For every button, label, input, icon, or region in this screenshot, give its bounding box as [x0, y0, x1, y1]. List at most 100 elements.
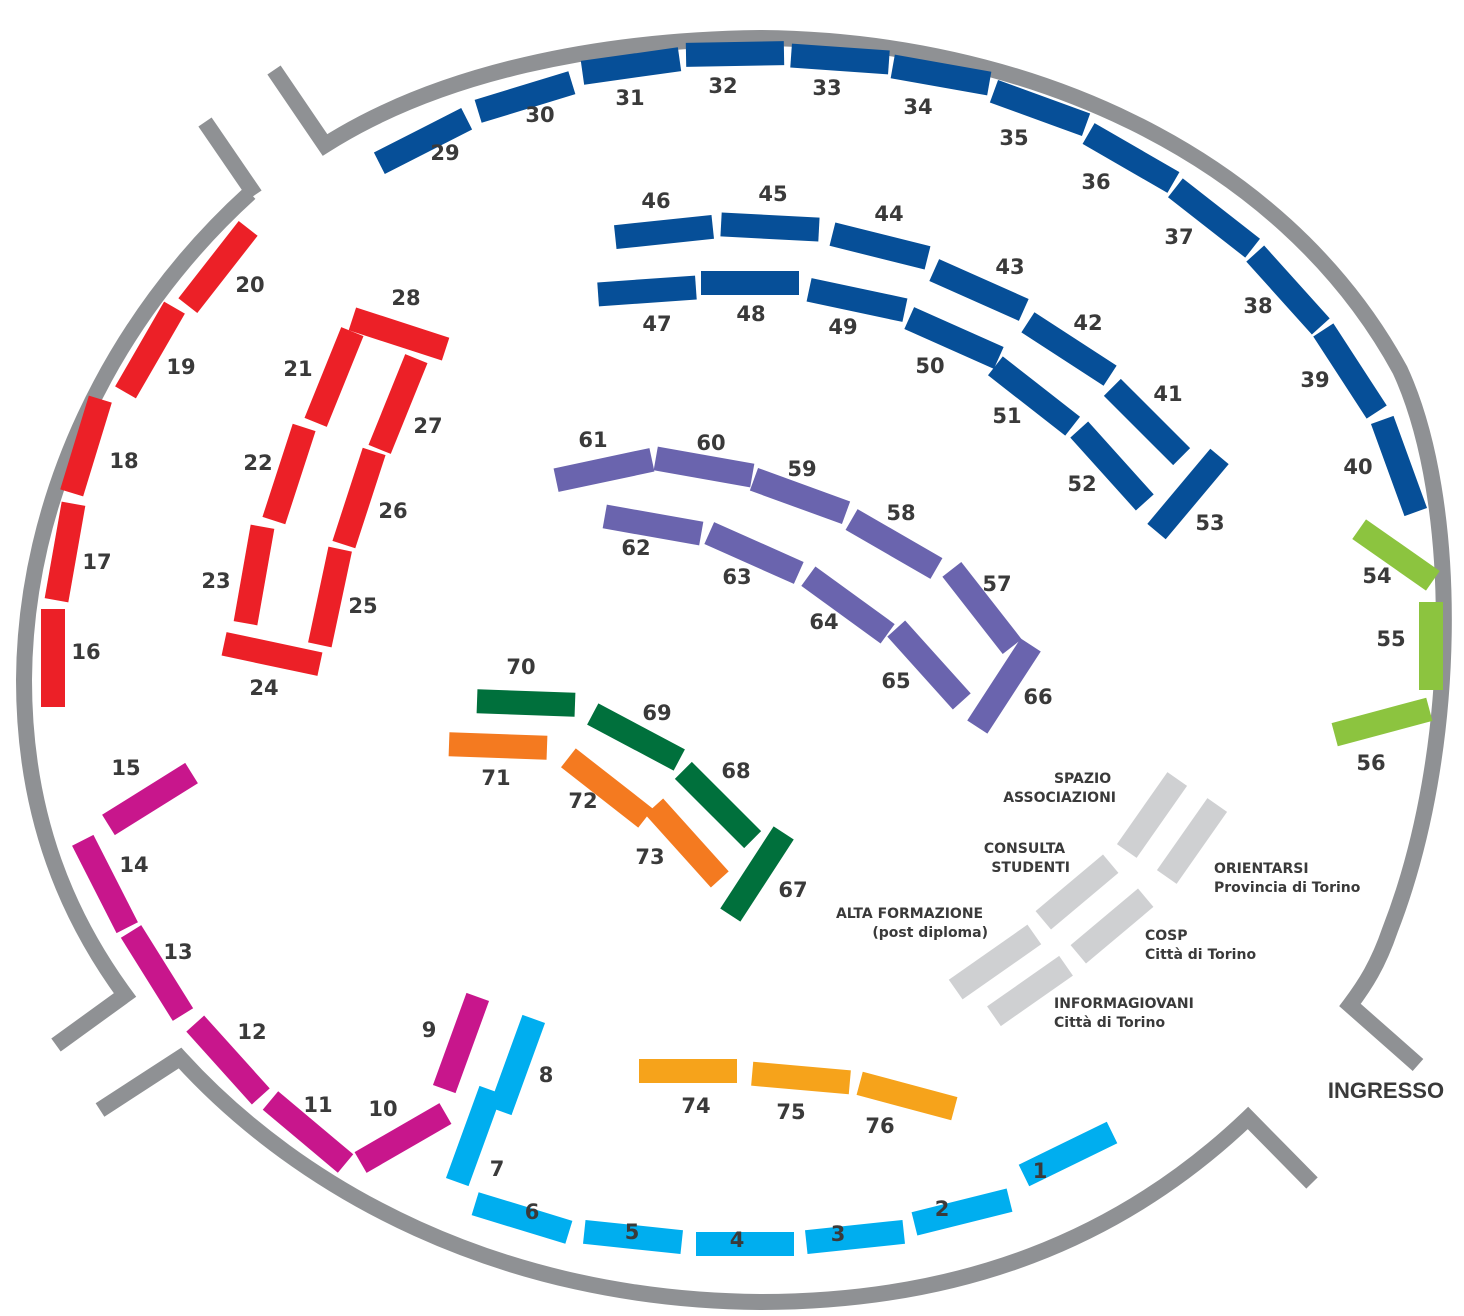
stand-5[interactable]: [583, 1219, 683, 1255]
stand-51[interactable]: [987, 356, 1081, 436]
stand-16[interactable]: [41, 609, 65, 707]
stand-28[interactable]: [348, 307, 450, 361]
stand-62[interactable]: [602, 504, 704, 546]
stand-number-48: 48: [736, 302, 765, 326]
stand-65[interactable]: [887, 620, 971, 710]
stand-number-30: 30: [525, 103, 554, 127]
stand-32[interactable]: [685, 41, 785, 67]
stand-10[interactable]: [354, 1103, 452, 1173]
stand-9[interactable]: [432, 992, 490, 1094]
stand-44[interactable]: [829, 222, 931, 270]
stand-58[interactable]: [845, 509, 943, 579]
stand-69[interactable]: [587, 703, 685, 771]
stand-number-67: 67: [778, 878, 807, 902]
stand-36[interactable]: [1082, 123, 1180, 193]
stand-18[interactable]: [60, 395, 112, 497]
stand-orientarsi[interactable]: [1156, 798, 1228, 884]
wall-bottom-arc: [95, 1047, 1318, 1311]
stand-64[interactable]: [801, 566, 895, 644]
stand-4[interactable]: [696, 1232, 794, 1256]
stand-7[interactable]: [445, 1085, 503, 1187]
stand-cosp[interactable]: [1070, 888, 1154, 964]
stand-39[interactable]: [1313, 323, 1387, 419]
stand-72[interactable]: [560, 748, 654, 828]
stand-76[interactable]: [856, 1071, 958, 1121]
stand-47[interactable]: [597, 275, 697, 307]
stand-49[interactable]: [806, 278, 908, 322]
stand-consulta-studenti[interactable]: [1035, 854, 1119, 930]
stand-number-26: 26: [378, 499, 407, 523]
stand-34[interactable]: [890, 54, 992, 96]
stand-42[interactable]: [1021, 312, 1117, 386]
stand-20[interactable]: [178, 220, 258, 314]
stand-21[interactable]: [304, 327, 364, 427]
stand-67[interactable]: [720, 826, 794, 922]
stand-23[interactable]: [233, 524, 275, 626]
stand-46[interactable]: [614, 214, 714, 250]
stand-14[interactable]: [72, 834, 138, 934]
stand-number-73: 73: [635, 845, 664, 869]
stand-35[interactable]: [989, 79, 1091, 137]
stand-3[interactable]: [805, 1219, 905, 1255]
label-informagiovani: INFORMAGIOVANI Città di Torino: [1054, 996, 1199, 1031]
stand-53[interactable]: [1147, 448, 1229, 540]
stand-number-40: 40: [1343, 455, 1372, 479]
stand-57[interactable]: [942, 561, 1022, 655]
stand-numbers-layer: 1234567891011121314151617181920212223242…: [71, 74, 1405, 1252]
stand-48[interactable]: [701, 271, 799, 295]
stand-54[interactable]: [1352, 519, 1440, 591]
stand-59[interactable]: [749, 467, 851, 525]
stand-74[interactable]: [639, 1059, 737, 1083]
stand-31[interactable]: [580, 47, 682, 85]
stand-number-21: 21: [283, 357, 312, 381]
stand-17[interactable]: [44, 501, 86, 603]
stand-33[interactable]: [790, 43, 890, 75]
stand-8[interactable]: [488, 1014, 546, 1116]
stand-11[interactable]: [262, 1091, 354, 1173]
stand-63[interactable]: [704, 522, 804, 584]
stand-19[interactable]: [115, 301, 185, 399]
stand-66[interactable]: [967, 638, 1041, 734]
stand-1[interactable]: [1018, 1121, 1118, 1187]
stand-70[interactable]: [476, 689, 576, 717]
stand-30[interactable]: [474, 71, 576, 123]
stand-41[interactable]: [1103, 378, 1191, 466]
stand-55[interactable]: [1419, 602, 1443, 690]
stand-number-38: 38: [1243, 294, 1272, 318]
stand-27[interactable]: [368, 354, 428, 454]
info-area-stands: [948, 772, 1228, 1027]
stand-alta-formazione[interactable]: [948, 924, 1042, 1000]
stand-13[interactable]: [120, 925, 194, 1021]
stand-52[interactable]: [1070, 421, 1154, 511]
stand-43[interactable]: [929, 259, 1029, 321]
stand-spazio-associazioni[interactable]: [1116, 772, 1188, 858]
stand-73[interactable]: [645, 798, 729, 888]
stand-68[interactable]: [674, 761, 762, 849]
stand-number-47: 47: [642, 312, 671, 336]
stand-22[interactable]: [262, 423, 316, 525]
stand-26[interactable]: [332, 447, 386, 549]
stand-29[interactable]: [373, 108, 473, 174]
stand-informagiovani[interactable]: [987, 955, 1073, 1027]
stand-50[interactable]: [904, 307, 1004, 369]
stand-56[interactable]: [1331, 697, 1433, 747]
stand-75[interactable]: [751, 1061, 851, 1095]
stand-number-75: 75: [776, 1100, 805, 1124]
stand-38[interactable]: [1246, 245, 1330, 335]
stand-number-9: 9: [422, 1018, 437, 1042]
stand-61[interactable]: [553, 448, 655, 492]
stand-12[interactable]: [186, 1015, 270, 1105]
stand-45[interactable]: [720, 212, 820, 242]
stand-2[interactable]: [911, 1188, 1013, 1236]
stand-25[interactable]: [308, 546, 352, 648]
stand-number-49: 49: [828, 315, 857, 339]
stand-37[interactable]: [1167, 178, 1261, 258]
stand-40[interactable]: [1370, 415, 1428, 517]
stand-15[interactable]: [102, 762, 198, 836]
stand-24[interactable]: [221, 632, 323, 676]
stand-number-12: 12: [237, 1020, 266, 1044]
stand-71[interactable]: [448, 732, 548, 760]
stand-6[interactable]: [471, 1192, 573, 1244]
stand-number-54: 54: [1362, 564, 1391, 588]
stand-60[interactable]: [653, 446, 755, 488]
